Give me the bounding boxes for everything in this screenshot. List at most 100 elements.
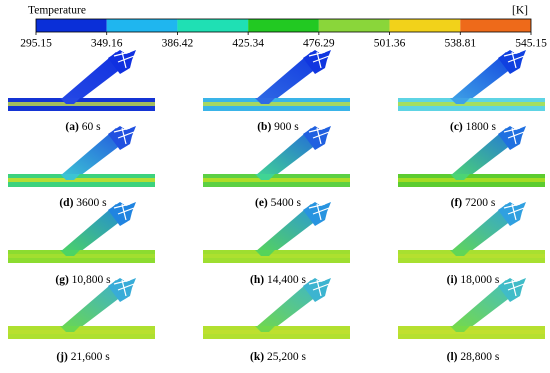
- colorbar-segment: [248, 19, 319, 32]
- panel-tag: (c): [450, 121, 463, 133]
- nozzle-lines: [113, 203, 135, 221]
- panel-label: (b) 900 s: [257, 121, 299, 133]
- panel-label: (k) 25,200 s: [250, 351, 306, 363]
- pipe-core: [398, 102, 545, 106]
- panel-time: 18,000 s: [460, 274, 500, 286]
- colorbar-tick-label: 538.81: [444, 38, 476, 50]
- pipe-core: [203, 330, 350, 334]
- panel-label: (l) 28,800 s: [447, 351, 500, 363]
- nozzle-lines: [503, 279, 525, 297]
- panel-label: (e) 5400 s: [255, 197, 302, 209]
- colorbar-segment: [177, 19, 249, 32]
- panel-time: 60 s: [82, 121, 101, 133]
- panel-time: 21,600 s: [71, 351, 111, 363]
- junction: [60, 250, 80, 256]
- colorbar-tick-label: 295.15: [20, 38, 52, 50]
- simulation-panel: [398, 278, 545, 339]
- simulation-panel: [398, 126, 545, 187]
- colorbar-segment: [389, 19, 461, 32]
- pipe-core: [398, 330, 545, 334]
- simulation-panel: [203, 202, 350, 263]
- pipe-core: [203, 254, 350, 258]
- panel-tag: (k): [250, 351, 264, 363]
- colorbar-frame: [35, 18, 532, 33]
- junction: [60, 98, 80, 104]
- colorbar-tick-label: 545.15: [515, 38, 547, 50]
- nozzle-lines: [503, 127, 525, 145]
- panel-tag: (l): [447, 351, 458, 363]
- simulation-panel: [203, 126, 350, 187]
- panel-time: 7200 s: [465, 197, 496, 209]
- nozzle-lines: [113, 279, 135, 297]
- junction: [450, 326, 470, 332]
- panel-time: 25,200 s: [267, 351, 307, 363]
- panel-tag: (b): [257, 121, 271, 133]
- panel-tag: (f): [451, 197, 463, 209]
- pipe-core: [398, 178, 545, 182]
- pipe-core: [8, 330, 155, 334]
- panel-time: 10,800 s: [72, 274, 112, 286]
- junction: [255, 250, 275, 256]
- pipe-core: [398, 254, 545, 258]
- colorbar-segment: [36, 19, 107, 32]
- pipe-core: [8, 254, 155, 258]
- colorbar-unit: [K]: [512, 5, 528, 17]
- panel-time: 5400 s: [271, 197, 302, 209]
- panel-label: (d) 3600 s: [59, 197, 107, 209]
- panel-label: (g) 10,800 s: [55, 274, 111, 286]
- panel-tag: (g): [55, 274, 69, 286]
- colorbar-tick-label: 425.34: [232, 38, 264, 50]
- panel-label: (j) 21,600 s: [56, 351, 110, 363]
- colorbar-tick-label: 501.36: [374, 38, 406, 50]
- panel-label: (i) 18,000 s: [447, 274, 500, 286]
- junction: [255, 98, 275, 104]
- simulation-panel: [8, 50, 155, 111]
- colorbar-tick-label: 386.42: [162, 38, 194, 50]
- simulation-panel: [8, 202, 155, 263]
- nozzle-lines: [113, 51, 135, 69]
- pipe-core: [203, 102, 350, 106]
- simulation-panel: [8, 278, 155, 339]
- panel-tag: (j): [56, 351, 68, 363]
- simulation-panel: [203, 278, 350, 339]
- panel-time: 900 s: [274, 121, 299, 133]
- junction: [450, 98, 470, 104]
- colorbar-segment: [318, 19, 390, 32]
- junction: [450, 174, 470, 180]
- nozzle-lines: [308, 127, 330, 145]
- colorbar-segment: [106, 19, 178, 32]
- pipe-core: [8, 102, 155, 106]
- pipe-core: [203, 178, 350, 182]
- panel-tag: (d): [59, 197, 73, 209]
- nozzle-lines: [503, 203, 525, 221]
- nozzle-lines: [308, 51, 330, 69]
- panel-tag: (a): [65, 121, 79, 133]
- junction: [255, 326, 275, 332]
- simulation-panel: [398, 50, 545, 111]
- panel-label: (a) 60 s: [65, 121, 101, 133]
- junction: [60, 326, 80, 332]
- junction: [60, 174, 80, 180]
- nozzle-lines: [113, 127, 135, 145]
- simulation-panel: [8, 126, 155, 187]
- pipe-core: [8, 178, 155, 182]
- simulation-panel: [398, 202, 545, 263]
- nozzle-lines: [503, 51, 525, 69]
- colorbar-label: Temperature: [28, 5, 86, 17]
- panel-time: 3600 s: [76, 197, 107, 209]
- colorbar-segment: [460, 19, 531, 32]
- panel-tag: (e): [255, 197, 268, 209]
- panel-label: (f) 7200 s: [451, 197, 496, 209]
- junction: [450, 250, 470, 256]
- colorbar-tick-label: 349.16: [91, 38, 123, 50]
- panel-time: 28,800 s: [460, 351, 500, 363]
- panel-tag: (h): [250, 274, 264, 286]
- panel-label: (h) 14,400 s: [250, 274, 306, 286]
- panel-label: (c) 1800 s: [450, 121, 497, 133]
- panel-time: 1800 s: [466, 121, 497, 133]
- nozzle-lines: [308, 279, 330, 297]
- simulation-panel: [203, 50, 350, 111]
- nozzle-lines: [308, 203, 330, 221]
- colorbar-tick-label: 476.29: [303, 38, 335, 50]
